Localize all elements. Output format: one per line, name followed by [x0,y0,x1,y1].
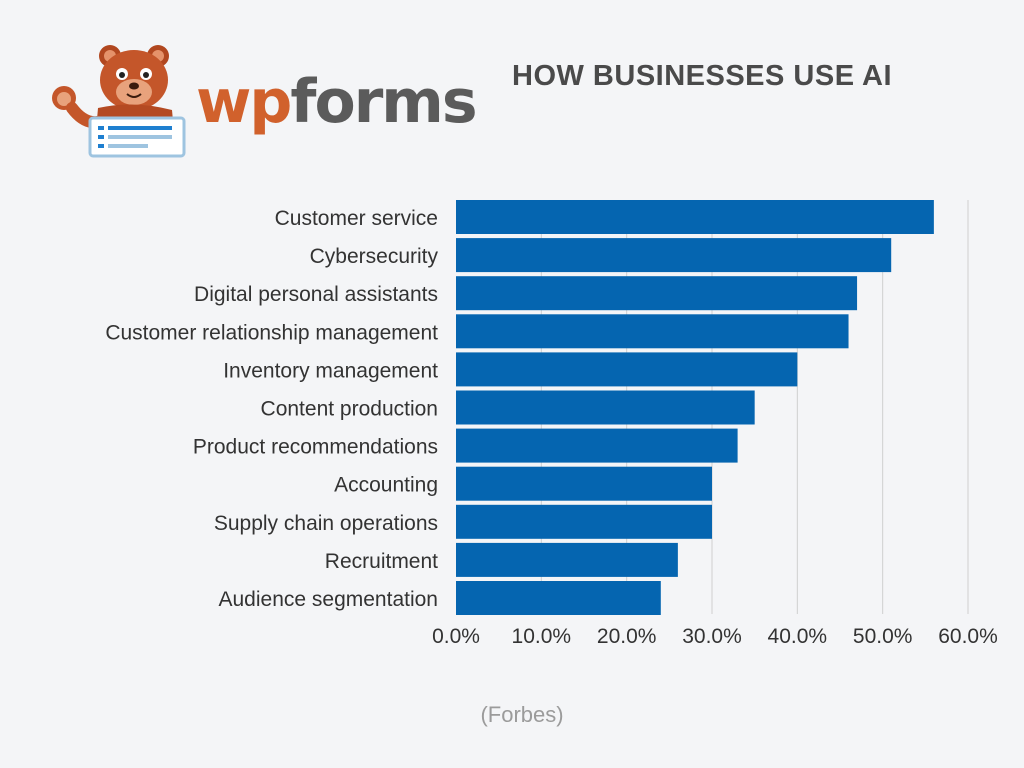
bar-7 [456,466,712,501]
category-label: Cybersecurity [310,245,439,268]
category-label: Audience segmentation [219,588,439,611]
x-tick-label: 50.0% [853,625,913,648]
category-label: Customer service [275,207,438,230]
bars [456,200,934,615]
category-label: Content production [261,398,438,421]
source-note: (Forbes) [480,702,564,727]
bear-mascot-icon [52,45,186,158]
bar-10 [456,581,661,615]
bar-chart: Customer service Cybersecurity Digital per… [105,200,998,648]
bar-3 [456,314,849,349]
x-tick-label: 10.0% [512,625,572,648]
bar-2 [456,276,858,311]
category-label: Supply chain operations [214,512,438,535]
x-tick-label: 0.0% [432,625,480,648]
category-label: Inventory management [223,359,438,382]
bar-5 [456,390,755,425]
bar-0 [456,200,934,234]
category-label: Product recommendations [193,436,438,459]
x-tick-label: 20.0% [597,625,657,648]
category-labels: Customer service Cybersecurity Digital per… [105,207,438,611]
bar-4 [456,352,798,387]
bar-8 [456,504,712,539]
x-tick-labels: 0.0% 10.0% 20.0% 30.0% 40.0% 50.0% 60.0% [432,625,998,648]
x-tick-label: 60.0% [938,625,998,648]
x-tick-label: 40.0% [768,625,828,648]
wordmark-forms: forms [290,67,477,137]
chart-title: HOW BUSINESSES USE AI [512,60,893,92]
wordmark-wp: wp [196,67,292,137]
bar-1 [456,238,892,273]
bar-9 [456,542,678,577]
category-label: Recruitment [325,550,438,573]
category-label: Digital personal assistants [194,283,438,306]
wpforms-logo [52,45,186,158]
category-label: Customer relationship management [105,321,438,344]
wpforms-wordmark: wpforms [196,72,478,132]
category-label: Accounting [334,474,438,497]
bar-6 [456,428,738,463]
x-tick-label: 30.0% [682,625,742,648]
